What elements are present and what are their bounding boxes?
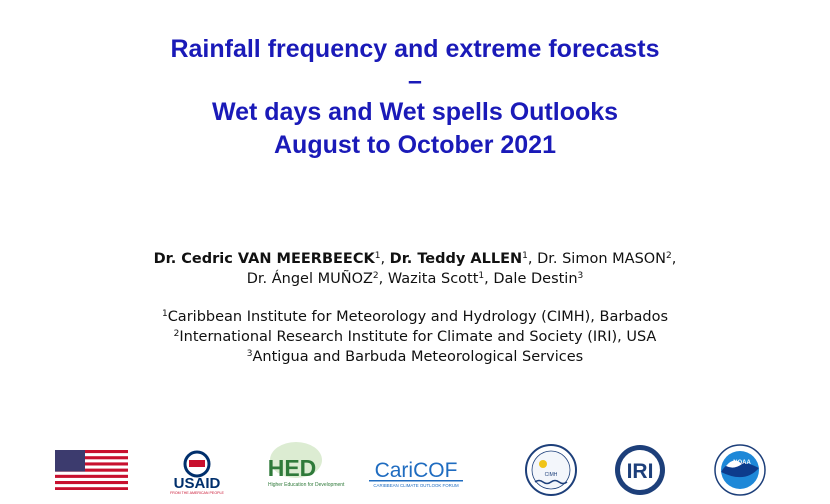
usaid-logo: USAID FROM THE AMERICAN PEOPLE [170,450,225,495]
usaid-tagline: FROM THE AMERICAN PEOPLE [170,491,224,495]
author-line: Dr. Ángel MUÑOZ2, Wazita Scott1, Dale De… [0,266,830,289]
affiliation-text: Antigua and Barbuda Meteorological Servi… [252,349,584,365]
affiliation-text: Caribbean Institute for Meteorology and … [167,309,669,325]
separator: , [380,251,390,267]
affiliation-sup: 2 [173,329,180,339]
caricof-logo: CariCOF CARIBBEAN CLIMATE OUTLOOK FORUM [369,459,463,488]
logo-bar: USAID FROM THE AMERICAN PEOPLE HED Highe… [55,442,766,496]
noaa-name: NOAA [733,460,751,466]
author-sup: 1 [522,251,528,261]
hed-tagline: Higher Education for Development [268,482,345,488]
iri-name: IRI [627,460,654,483]
affiliation: 3Antigua and Barbuda Meteorological Serv… [0,344,830,367]
usaid-name: USAID [174,475,221,492]
author-sup: 2 [372,271,379,281]
affiliation-text: International Research Institute for Cli… [179,329,657,345]
affiliation-sup: 1 [161,309,168,319]
author-sup: 1 [374,251,381,261]
noaa-logo: NOAA [714,444,766,496]
affiliation: 1Caribbean Institute for Meteorology and… [0,304,830,327]
caricof-tagline: CARIBBEAN CLIMATE OUTLOOK FORUM [373,483,459,488]
affiliation: 2International Research Institute for Cl… [0,324,830,347]
author-sup: 1 [478,271,485,281]
author-name: Dr. Ángel MUÑOZ [246,271,373,287]
caricof-name: CariCOF [375,459,458,482]
author-name: Wazita Scott [387,271,479,287]
affiliation-sup: 3 [246,349,253,359]
separator: , [527,251,538,267]
title-line: Wet days and Wet spells Outlooks [211,98,619,126]
author-name: Dale Destin [493,271,578,287]
iri-logo: IRI [615,445,665,495]
title-line: – [408,67,422,95]
us-flag [55,450,128,490]
cimh-logo: CIMH [525,444,577,496]
author-sup: 2 [666,251,672,261]
separator: , [671,251,677,267]
author-name: Dr. Simon MASON [537,251,667,267]
author-name: Dr. Cedric VAN MEERBEECK [153,251,375,267]
separator: , [378,271,388,287]
title-line: August to October 2021 [274,131,556,159]
hed-logo: HED Higher Education for Development [268,442,345,488]
title-line: Rainfall frequency and extreme forecasts [170,35,660,63]
author-name: Dr. Teddy ALLEN [389,251,523,267]
separator: , [484,271,494,287]
author-sup: 3 [577,271,584,281]
author-line: Dr. Cedric VAN MEERBEECK1, Dr. Teddy ALL… [0,246,830,269]
cimh-name: CIMH [545,472,558,478]
hed-name: HED [268,455,317,481]
